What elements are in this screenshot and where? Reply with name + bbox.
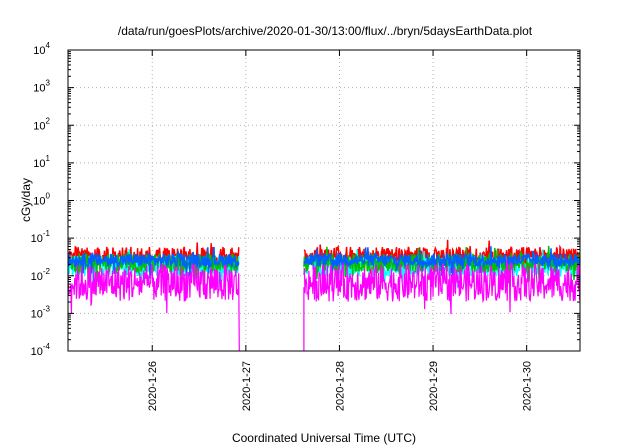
- x-tick-label: 2020-1-26: [147, 361, 159, 411]
- y-axis: 10-4 10-3 10-2 10-1 100 101 102 103 104: [31, 41, 580, 358]
- x-tick-label: 2020-1-27: [241, 361, 253, 411]
- y-tick-label: 103: [33, 79, 50, 95]
- grid: [68, 50, 580, 351]
- x-tick-label: 2020-1-30: [522, 361, 534, 411]
- y-axis-label: cGy/day: [19, 178, 33, 222]
- y-tick-label: 10-3: [31, 304, 51, 320]
- x-axis-label: Coordinated Universal Time (UTC): [232, 431, 416, 445]
- chart-title: /data/run/goesPlots/archive/2020-01-30/1…: [118, 24, 533, 38]
- series-line-5: [67, 259, 581, 352]
- series-group: [67, 239, 581, 352]
- x-tick-label: 2020-1-28: [334, 361, 346, 411]
- y-tick-label: 102: [33, 116, 50, 132]
- series-line-4: [67, 246, 581, 279]
- y-tick-label: 101: [33, 154, 50, 170]
- y-tick-label: 10-1: [31, 229, 51, 245]
- y-tick-label: 100: [33, 192, 50, 208]
- x-axis: 2020-1-26 2020-1-27 2020-1-28 2020-1-29 2020…: [147, 50, 534, 411]
- y-tick-label: 104: [33, 41, 50, 57]
- y-tick-label: 10-4: [31, 342, 51, 358]
- x-tick-label: 2020-1-29: [428, 361, 440, 411]
- y-tick-label: 10-2: [31, 267, 51, 283]
